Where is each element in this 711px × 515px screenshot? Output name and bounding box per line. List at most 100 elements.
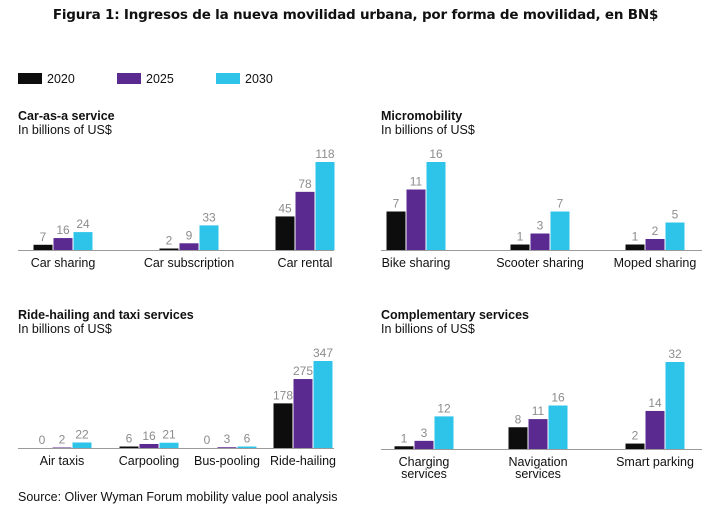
bar-bike-sharing-2025 [406, 189, 426, 250]
bar-charging-services-2030 [434, 416, 454, 449]
bar-car-rental-2025 [295, 191, 315, 250]
bar-navigation-services-2030 [548, 405, 568, 449]
bar-car-rental-2020 [275, 216, 295, 250]
data-label-bus-pooling-2030: 6 [244, 431, 251, 445]
data-label-car-rental-2025: 78 [298, 177, 312, 191]
data-label-navigation-services-2020: 8 [515, 412, 522, 426]
bar-scooter-sharing-2020 [510, 244, 530, 250]
category-label-ride-hailing: Ride-hailing [270, 454, 336, 468]
category-label-carpooling: Carpooling [119, 454, 180, 468]
bar-smart-parking-2025 [645, 410, 665, 449]
bar-bus-pooling-2030 [237, 446, 257, 448]
panel-subtitle-ride-hailing: In billions of US$ [18, 322, 112, 336]
bar-charging-services-2025 [414, 440, 434, 449]
bar-charging-services-2020 [394, 446, 414, 449]
category-label-car-subscription: Car subscription [144, 256, 234, 270]
panel-subtitle-car-as-a-service: In billions of US$ [18, 123, 112, 137]
data-label-charging-services-2030: 12 [437, 401, 451, 415]
data-label-scooter-sharing-2020: 1 [517, 230, 524, 244]
category-label-bus-pooling: Bus-pooling [194, 454, 260, 468]
legend: 2020 2025 2030 [18, 71, 318, 87]
category-label-bike-sharing: Bike sharing [382, 256, 451, 270]
bar-bike-sharing-2030 [426, 162, 446, 250]
panel-title-micromobility: Micromobility [381, 109, 463, 123]
bar-carpooling-2020 [119, 446, 139, 448]
data-label-moped-sharing-2020: 1 [632, 230, 639, 244]
panel-title-complementary-services: Complementary services [381, 308, 529, 322]
data-label-bus-pooling-2020: 0 [204, 433, 211, 447]
data-label-bike-sharing-2020: 7 [393, 197, 400, 211]
data-label-moped-sharing-2025: 2 [652, 224, 659, 238]
data-label-moped-sharing-2030: 5 [672, 208, 679, 222]
bar-navigation-services-2025 [528, 419, 548, 449]
panel-subtitle-complementary-services: In billions of US$ [381, 322, 475, 336]
data-label-car-rental-2030: 118 [315, 147, 334, 161]
category-label-smart-parking: Smart parking [616, 455, 694, 469]
data-label-carpooling-2020: 6 [126, 431, 133, 445]
legend-swatch-2025 [117, 73, 141, 84]
bar-moped-sharing-2030 [665, 222, 685, 250]
data-label-car-rental-2020: 45 [278, 201, 292, 215]
data-label-ride-hailing-2025: 275 [293, 364, 313, 378]
legend-label-2025: 2025 [146, 72, 174, 86]
bar-car-subscription-2025 [179, 243, 199, 250]
data-label-car-subscription-2025: 9 [186, 228, 193, 242]
legend-swatch-2030 [216, 73, 240, 84]
data-label-ride-hailing-2020: 178 [273, 388, 293, 402]
bar-bus-pooling-2025 [217, 447, 237, 448]
bar-car-sharing-2030 [73, 232, 93, 250]
data-label-scooter-sharing-2030: 7 [557, 197, 564, 211]
bar-ride-hailing-2020 [273, 403, 293, 448]
category-label-car-rental: Car rental [278, 256, 333, 270]
data-label-smart-parking-2030: 32 [668, 347, 682, 361]
bar-smart-parking-2020 [625, 443, 645, 449]
panel-title-ride-hailing: Ride-hailing and taxi services [18, 308, 194, 322]
data-label-bike-sharing-2030: 16 [429, 147, 443, 161]
data-label-bus-pooling-2025: 3 [224, 432, 231, 446]
category-label-air-taxis: Air taxis [40, 454, 84, 468]
legend-label-2020: 2020 [47, 72, 75, 86]
bar-navigation-services-2020 [508, 427, 528, 449]
bar-ride-hailing-2030 [313, 361, 333, 448]
legend-swatch-2020 [18, 73, 42, 84]
chart-car-as-a-service: 7 16 24 Car sharing 2 9 33 Car subscription 45 78… [18, 147, 335, 270]
bar-car-subscription-2020 [159, 248, 179, 250]
bar-moped-sharing-2025 [645, 239, 665, 250]
data-label-car-subscription-2020: 2 [166, 234, 173, 248]
category-label-charging-services: Charging services [399, 455, 450, 481]
data-label-charging-services-2025: 3 [421, 426, 428, 440]
bar-scooter-sharing-2030 [550, 211, 570, 250]
bar-carpooling-2025 [139, 443, 159, 448]
panel-subtitle-micromobility: In billions of US$ [381, 123, 475, 137]
data-label-bike-sharing-2025: 11 [410, 175, 423, 189]
data-label-car-sharing-2020: 7 [40, 230, 47, 244]
data-label-car-subscription-2030: 33 [202, 210, 216, 224]
bar-moped-sharing-2020 [625, 244, 645, 250]
category-label-navigation-services: Navigation services [508, 455, 567, 481]
data-label-air-taxis-2025: 2 [59, 432, 66, 446]
category-label-car-sharing: Car sharing [31, 256, 96, 270]
data-label-navigation-services-2025: 11 [532, 404, 545, 418]
category-label-scooter-sharing: Scooter sharing [496, 256, 584, 270]
data-label-carpooling-2025: 16 [142, 429, 156, 443]
bar-car-subscription-2030 [199, 225, 219, 250]
bar-scooter-sharing-2025 [530, 233, 550, 250]
source-note: Source: Oliver Wyman Forum mobility valu… [18, 490, 338, 504]
data-label-navigation-services-2030: 16 [551, 391, 565, 405]
chart-complementary-services: 1 3 12 Charging services 8 11 16 Navigation servi… [381, 347, 702, 481]
panel-title-car-as-a-service: Car-as-a service [18, 109, 115, 123]
bar-car-sharing-2020 [33, 244, 53, 250]
data-label-air-taxis-2030: 22 [75, 427, 89, 441]
category-label-moped-sharing: Moped sharing [614, 256, 697, 270]
data-label-smart-parking-2020: 2 [632, 429, 639, 443]
data-label-ride-hailing-2030: 347 [313, 346, 333, 360]
data-label-car-sharing-2030: 24 [76, 217, 90, 231]
bar-smart-parking-2030 [665, 362, 685, 449]
bar-car-sharing-2025 [53, 238, 73, 250]
data-label-car-sharing-2025: 16 [56, 223, 70, 237]
bar-car-rental-2030 [315, 162, 335, 250]
figure-title: Figura 1: Ingresos de la nueva movilidad… [52, 7, 659, 23]
bar-air-taxis-2025 [52, 447, 72, 448]
